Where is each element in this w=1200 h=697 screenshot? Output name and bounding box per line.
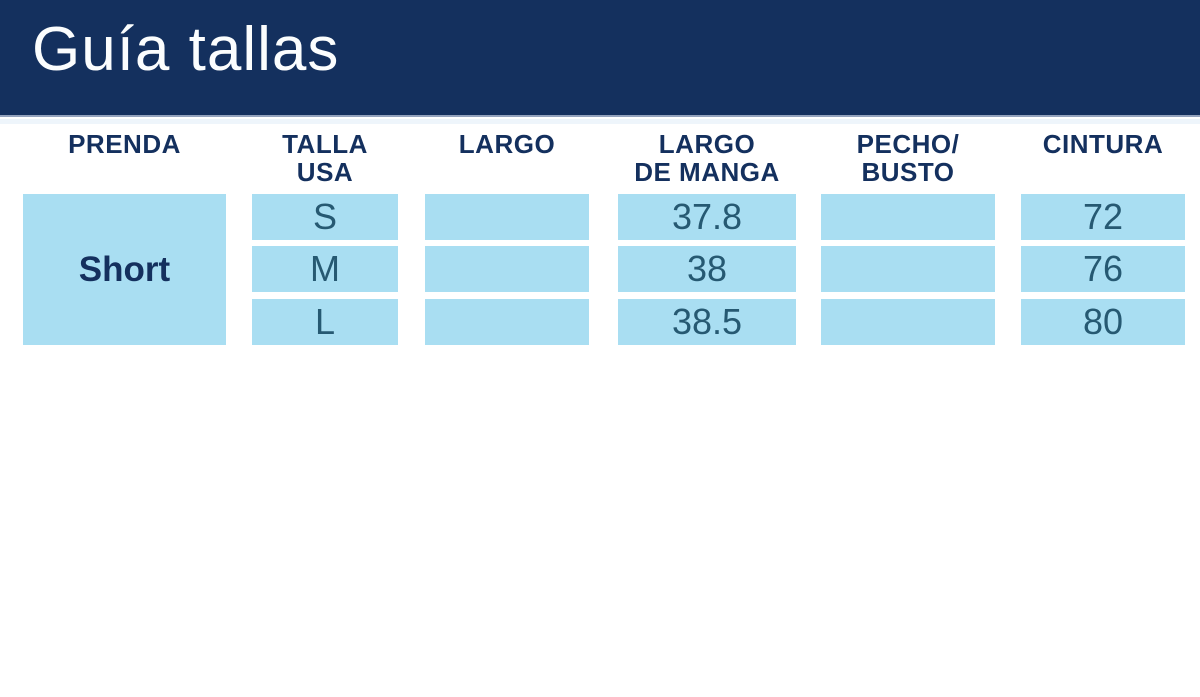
cell-largo-de-manga-row1: 37.8 bbox=[618, 194, 796, 240]
title-bar: Guía tallas bbox=[0, 0, 1200, 117]
cell-garment: Short bbox=[23, 194, 226, 345]
column-header-prenda: PRENDA bbox=[68, 129, 181, 159]
cell-pecho-busto-row1 bbox=[821, 194, 995, 240]
column-header-pecho-busto: PECHO/ BUSTO bbox=[856, 129, 960, 187]
cell-pecho-busto-row2 bbox=[821, 246, 995, 292]
title-bar-divider bbox=[0, 119, 1200, 124]
cell-largo-row3 bbox=[425, 299, 589, 345]
cell-largo-row2 bbox=[425, 246, 589, 292]
cell-talla-usa-row2: M bbox=[252, 246, 398, 292]
cell-talla-usa-row3: L bbox=[252, 299, 398, 345]
cell-cintura-row1: 72 bbox=[1021, 194, 1185, 240]
cell-largo-de-manga-row2: 38 bbox=[618, 246, 796, 292]
column-header-largo-de-manga: LARGO DE MANGA bbox=[634, 129, 780, 187]
cell-cintura-row3: 80 bbox=[1021, 299, 1185, 345]
column-header-cintura: CINTURA bbox=[1042, 129, 1164, 159]
cell-pecho-busto-row3 bbox=[821, 299, 995, 345]
cell-largo-de-manga-row3: 38.5 bbox=[618, 299, 796, 345]
page-title: Guía tallas bbox=[32, 15, 340, 84]
column-header-talla-usa: TALLA USA bbox=[282, 129, 368, 187]
column-header-largo: LARGO bbox=[458, 129, 556, 159]
cell-largo-row1 bbox=[425, 194, 589, 240]
cell-cintura-row2: 76 bbox=[1021, 246, 1185, 292]
cell-talla-usa-row1: S bbox=[252, 194, 398, 240]
